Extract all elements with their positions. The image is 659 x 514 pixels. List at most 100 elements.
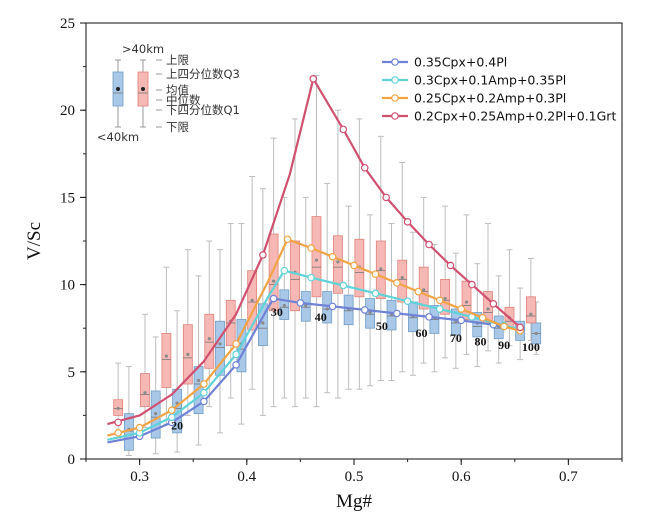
legend-swatch-marker — [391, 94, 399, 102]
key-item-label: 上限 — [166, 53, 189, 67]
box-mean — [325, 307, 329, 311]
box-body — [204, 313, 215, 369]
series-marker — [200, 397, 208, 406]
box-body — [472, 312, 483, 338]
box-mean — [272, 279, 276, 283]
legend: 0.35Cpx+0.4Pl 0.3Cpx+0.1Amp+0.35Pl 0.25Cpx… — [382, 55, 616, 124]
box-mean — [218, 342, 222, 346]
series-marker — [307, 244, 315, 252]
key-bottom-label: <40km — [97, 130, 139, 144]
key-mean — [141, 87, 145, 91]
legend-label: 0.35Cpx+0.4Pl — [414, 55, 507, 70]
series-marker — [425, 240, 433, 249]
series-marker — [382, 193, 390, 202]
box-mean — [186, 352, 190, 356]
x-axis-title: Mg# — [336, 491, 372, 512]
series-marker — [232, 361, 240, 369]
y-tick-label: 15 — [60, 190, 75, 206]
x-tick-label: 0.4 — [237, 469, 256, 485]
series-marker — [393, 309, 401, 318]
series-marker — [339, 281, 348, 290]
series-marker — [339, 125, 348, 134]
series-marker — [446, 261, 455, 270]
series-marker — [167, 406, 176, 414]
annotation-label: 40 — [315, 310, 327, 324]
series-marker — [371, 270, 380, 278]
series-marker — [114, 429, 122, 437]
box-body — [418, 266, 429, 310]
box-mean — [464, 300, 469, 304]
series-marker — [478, 313, 487, 322]
annotation-label: 80 — [474, 335, 486, 349]
series-marker — [457, 316, 466, 325]
legend-label: 0.2Cpx+0.25Amp+0.2Pl+0.1Grt — [414, 109, 616, 124]
series-marker — [516, 323, 524, 332]
annotation-label: 90 — [498, 338, 510, 352]
series-marker — [360, 163, 369, 172]
series-marker — [114, 418, 122, 427]
box-body — [333, 235, 343, 294]
x-tick-label: 0.7 — [559, 469, 578, 485]
key-item-label: 上四分位数Q3 — [166, 67, 240, 81]
series-marker — [403, 218, 412, 226]
series-marker — [232, 350, 240, 359]
legend-label: 0.25Cpx+0.2Amp+0.3Pl — [414, 91, 566, 106]
box-mean — [336, 260, 340, 264]
box-mean — [400, 276, 404, 280]
box-mean — [196, 378, 201, 383]
legend-swatch-marker — [391, 112, 399, 120]
series-marker — [232, 340, 240, 348]
x-tick-label: 0.6 — [452, 469, 471, 485]
y-tick-label: 25 — [60, 16, 75, 32]
series-marker — [328, 302, 337, 311]
series-marker — [328, 252, 337, 261]
annotation-label: 60 — [416, 326, 428, 340]
series-marker — [435, 305, 444, 313]
series-marker — [489, 299, 498, 308]
box-mean — [379, 267, 383, 271]
box-body — [525, 296, 536, 324]
legend-label: 0.3Cpx+0.1Amp+0.35Pl — [414, 73, 566, 88]
plot-area: 20 30 40 50 60 70 80 90 100 — [107, 74, 542, 457]
series-marker — [283, 235, 292, 244]
box-body — [161, 333, 172, 388]
series-marker — [259, 251, 267, 259]
key-item-label: 均值 — [166, 83, 189, 97]
box-mean — [368, 310, 372, 315]
series-marker — [414, 287, 423, 296]
y-tick-label: 20 — [60, 103, 75, 119]
box-body — [140, 373, 150, 408]
series-marker — [269, 294, 278, 303]
series-marker — [393, 279, 401, 287]
box-mean — [422, 288, 426, 292]
box-body — [268, 233, 279, 312]
y-axis-title: V/Sc — [24, 222, 45, 260]
annotation-label: 70 — [450, 331, 462, 345]
x-tick-label: 0.5 — [345, 469, 364, 485]
series-marker — [200, 388, 208, 397]
annotation-label: 20 — [171, 418, 183, 432]
box-mean — [207, 337, 211, 341]
y-tick-label: 10 — [60, 278, 75, 294]
series-marker — [360, 306, 369, 314]
series-marker — [307, 273, 315, 282]
box-mean — [486, 307, 490, 311]
series-marker — [500, 322, 508, 331]
box-mean — [314, 258, 319, 262]
box-mean — [529, 312, 533, 316]
series-marker — [309, 75, 318, 83]
series-marker — [135, 423, 144, 432]
box-body — [311, 216, 322, 298]
box-mean — [250, 298, 254, 302]
y-tick-label: 5 — [68, 365, 76, 381]
series-marker — [403, 297, 412, 305]
box-mean — [154, 412, 158, 416]
box-mean — [443, 296, 447, 301]
series-line — [107, 238, 521, 437]
series-marker — [350, 261, 358, 270]
x-tick-label: 0.3 — [130, 469, 149, 485]
box-mean — [534, 331, 538, 336]
series-marker — [280, 266, 289, 275]
series-marker — [457, 305, 466, 313]
